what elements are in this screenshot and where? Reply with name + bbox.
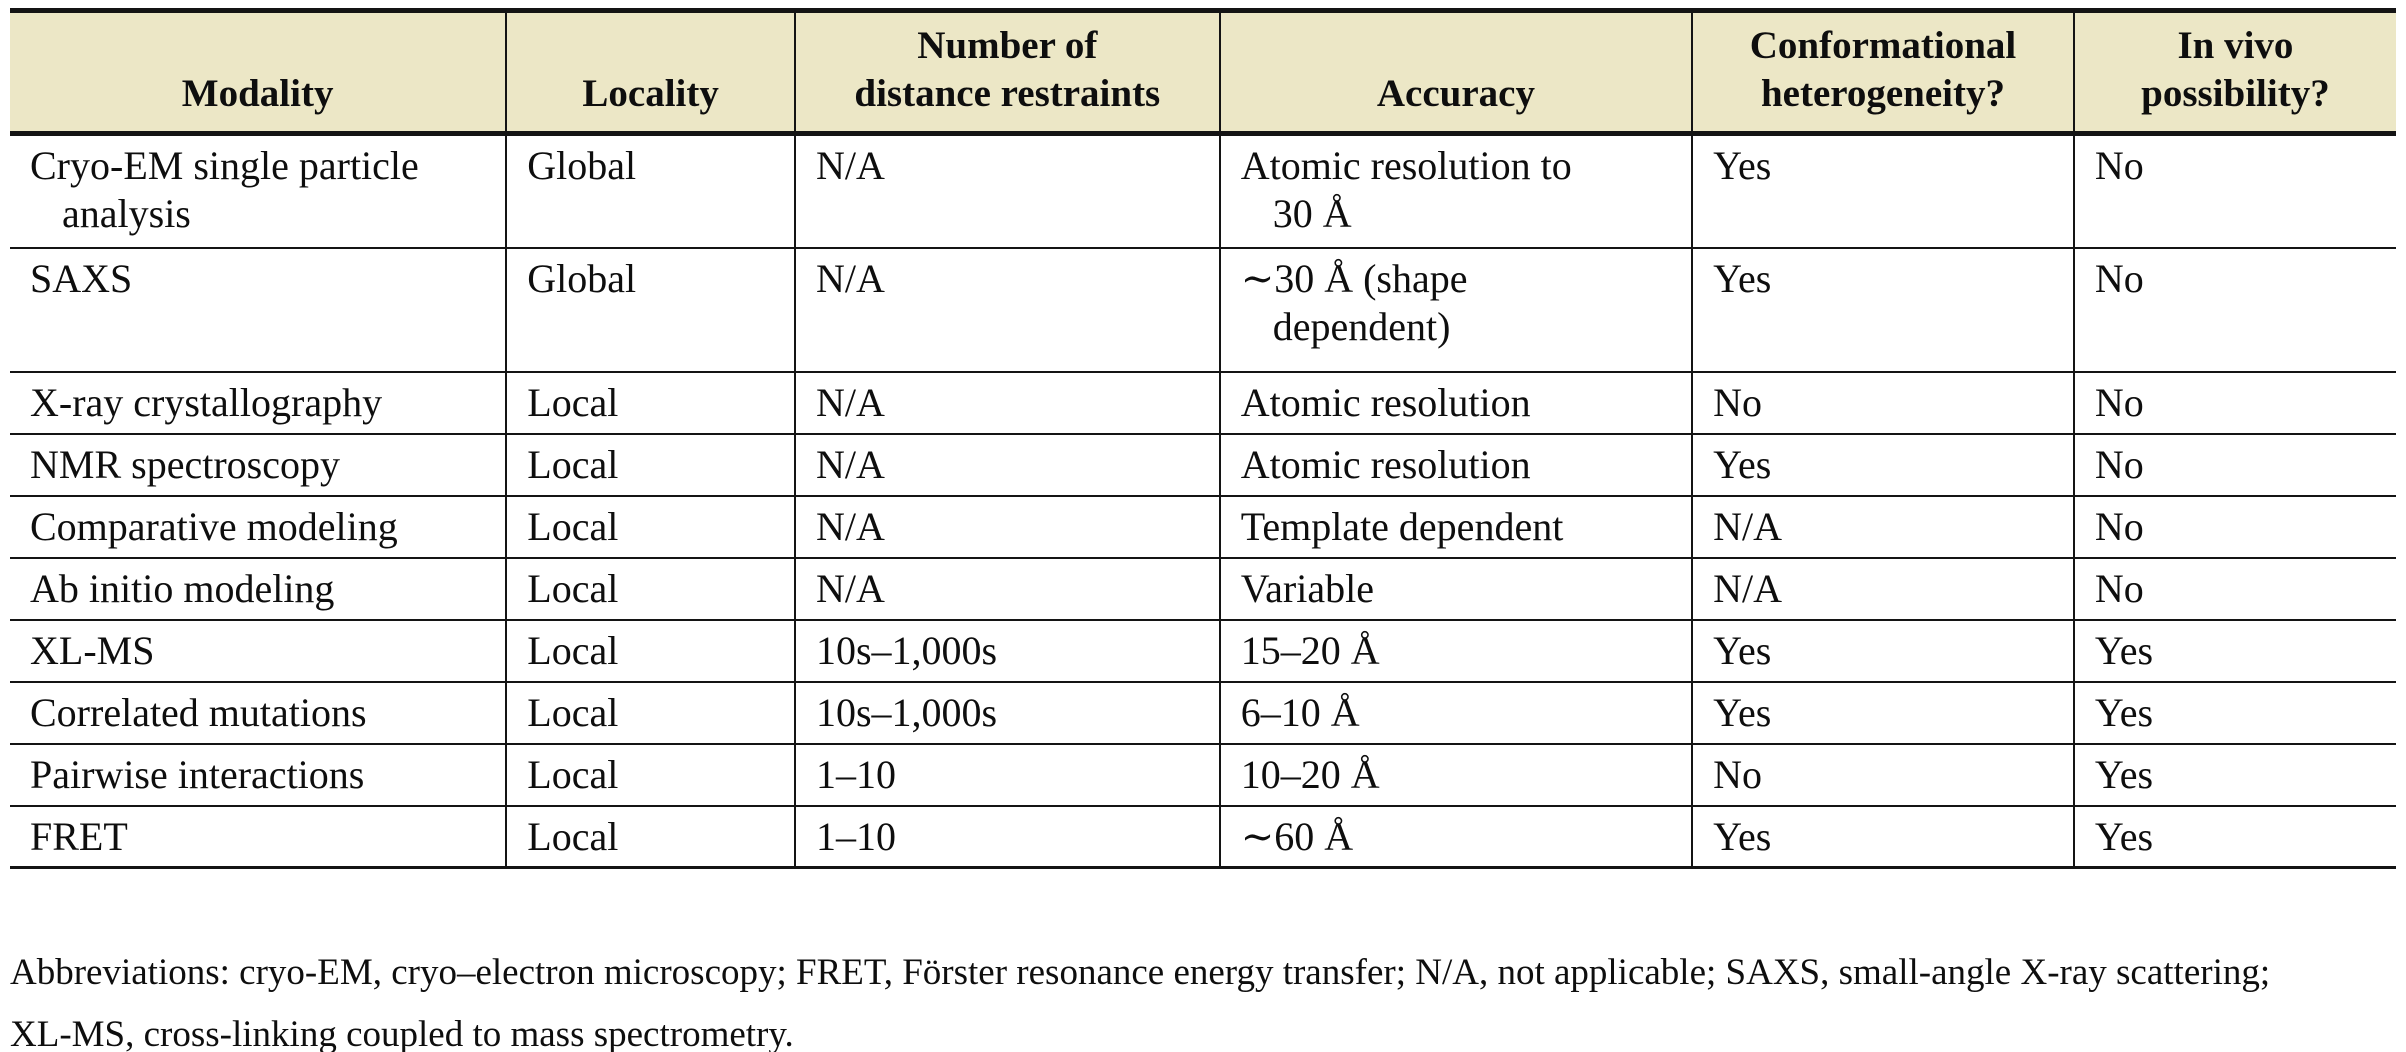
cell-accuracy: 10–20 Å [1218,742,1693,806]
cell-modality: Ab initio modeling [10,556,507,620]
header-in-vivo-possibility: In vivo possibility? [2072,10,2396,136]
cell-restraints: N/A [793,432,1220,496]
cell-accuracy: ∼30 Å (shape dependent) [1218,246,1693,372]
cell-restraints: 1–10 [793,804,1220,868]
table-row: FRET Local 1–10 ∼60 Å Yes Yes [10,804,2396,868]
cell-heterogeneity: N/A [1691,556,2074,620]
cell-heterogeneity: No [1691,742,2074,806]
cell-modality: Cryo-EM single particle analysis [10,132,507,248]
cell-invivo: No [2072,556,2396,620]
cell-invivo: No [2072,246,2396,372]
table-row: Cryo-EM single particle analysis Global … [10,132,2396,248]
cell-locality: Local [505,804,795,868]
cell-modality: Pairwise interactions [10,742,507,806]
cell-locality: Global [505,132,795,248]
header-conformational-heterogeneity: Conformational heterogeneity? [1691,10,2074,136]
cell-restraints: N/A [793,494,1220,558]
cell-invivo: No [2072,132,2396,248]
modalities-table: Modality Locality Number of distance res… [10,8,2396,869]
cell-modality: XL-MS [10,618,507,682]
table-row: NMR spectroscopy Local N/A Atomic resolu… [10,432,2396,496]
cell-heterogeneity: Yes [1691,246,2074,372]
cell-locality: Local [505,680,795,744]
cell-invivo: No [2072,370,2396,434]
table-row: SAXS Global N/A ∼30 Å (shape dependent) … [10,246,2396,372]
cell-accuracy: Template dependent [1218,494,1693,558]
cell-restraints: 10s–1,000s [793,618,1220,682]
cell-accuracy: ∼60 Å [1218,804,1693,868]
cell-heterogeneity: Yes [1691,432,2074,496]
header-modality: Modality [10,10,507,136]
cell-locality: Local [505,370,795,434]
header-distance-restraints: Number of distance restraints [793,10,1220,136]
table-row: Comparative modeling Local N/A Template … [10,494,2396,558]
cell-heterogeneity: Yes [1691,804,2074,868]
table-row: X-ray crystallography Local N/A Atomic r… [10,370,2396,434]
cell-modality: Correlated mutations [10,680,507,744]
cell-restraints: N/A [793,370,1220,434]
table-row: Pairwise interactions Local 1–10 10–20 Å… [10,742,2396,806]
cell-accuracy: Atomic resolution [1218,370,1693,434]
cell-heterogeneity: Yes [1691,132,2074,248]
table-footnote: Abbreviations: cryo-EM, cryo–electron mi… [10,952,2271,1052]
header-row: Modality Locality Number of distance res… [10,10,2396,136]
table-row: Correlated mutations Local 10s–1,000s 6–… [10,680,2396,744]
cell-locality: Global [505,246,795,372]
header-locality: Locality [505,10,795,136]
cell-locality: Local [505,618,795,682]
cell-restraints: N/A [793,556,1220,620]
cell-heterogeneity: N/A [1691,494,2074,558]
cell-locality: Local [505,432,795,496]
cell-accuracy: Atomic resolution to 30 Å [1218,132,1693,248]
cell-heterogeneity: Yes [1691,618,2074,682]
table-row: XL-MS Local 10s–1,000s 15–20 Å Yes Yes [10,618,2396,682]
cell-restraints: 10s–1,000s [793,680,1220,744]
cell-accuracy: 6–10 Å [1218,680,1693,744]
cell-heterogeneity: No [1691,370,2074,434]
cell-accuracy: Atomic resolution [1218,432,1693,496]
table-row: Ab initio modeling Local N/A Variable N/… [10,556,2396,620]
cell-invivo: Yes [2072,804,2396,868]
cell-invivo: No [2072,494,2396,558]
cell-restraints: N/A [793,246,1220,372]
cell-locality: Local [505,494,795,558]
cell-modality: FRET [10,804,507,868]
cell-locality: Local [505,556,795,620]
cell-invivo: No [2072,432,2396,496]
cell-heterogeneity: Yes [1691,680,2074,744]
cell-modality: NMR spectroscopy [10,432,507,496]
header-accuracy: Accuracy [1218,10,1693,136]
cell-invivo: Yes [2072,680,2396,744]
cell-invivo: Yes [2072,618,2396,682]
cell-locality: Local [505,742,795,806]
cell-restraints: N/A [793,132,1220,248]
cell-modality: SAXS [10,246,507,372]
cell-accuracy: 15–20 Å [1218,618,1693,682]
cell-modality: Comparative modeling [10,494,507,558]
cell-restraints: 1–10 [793,742,1220,806]
cell-invivo: Yes [2072,742,2396,806]
cell-accuracy: Variable [1218,556,1693,620]
cell-modality: X-ray crystallography [10,370,507,434]
